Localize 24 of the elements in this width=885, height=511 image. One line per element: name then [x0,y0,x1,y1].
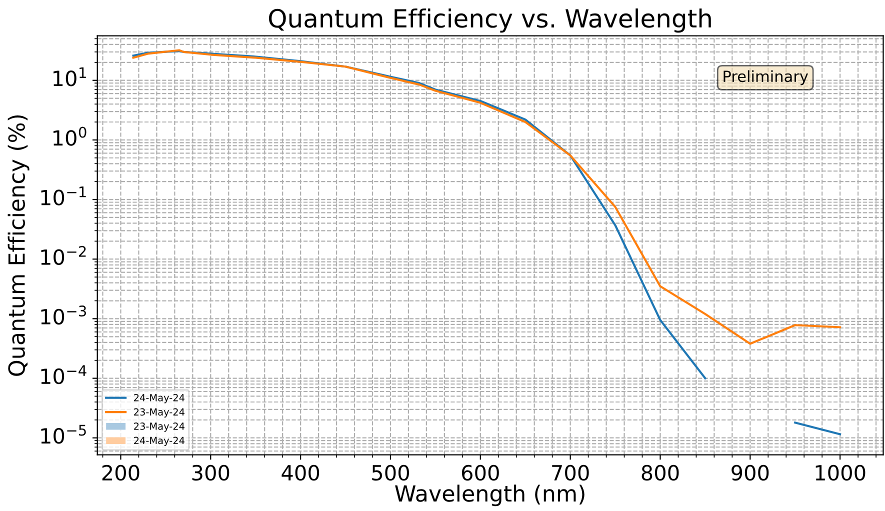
x-tick-label: 400 [282,464,320,481]
y-tick-label: 10$^{−5}$ [41,424,86,444]
legend-label: 23-May-24 [134,408,184,418]
x-tick-label: 1000 [816,464,866,481]
x-tick-label: 800 [642,464,679,481]
y-tick-label: 10$^{−3}$ [41,305,86,325]
y-tick-label: 10$^{−4}$ [41,365,86,384]
legend-label: 24-May-24 [134,436,184,446]
x-tick-label: 500 [372,464,409,481]
y-tick-label: 10$^{−1}$ [41,186,86,206]
x-axis-title: Wavelength (nm) [395,484,584,506]
y-tick-label: 10$^{0}$ [54,126,86,146]
legend-label: 24-May-24 [134,394,184,404]
x-tick-label: 200 [102,464,140,481]
annotation: Preliminary [724,70,808,86]
chart-title: Quantum Efficiency vs. Wavelength [268,8,711,33]
x-tick-label: 700 [552,464,589,481]
x-tick-label: 900 [732,464,769,481]
y-tick-label: 10$^{−2}$ [41,246,86,265]
legend-label: 23-May-24 [134,422,184,432]
x-tick-label: 600 [462,464,499,481]
y-tick-label: 10$^{1}$ [54,67,86,86]
y-axis-title: Quantum Efficiency (%) [8,115,30,376]
x-tick-label: 300 [192,464,230,481]
